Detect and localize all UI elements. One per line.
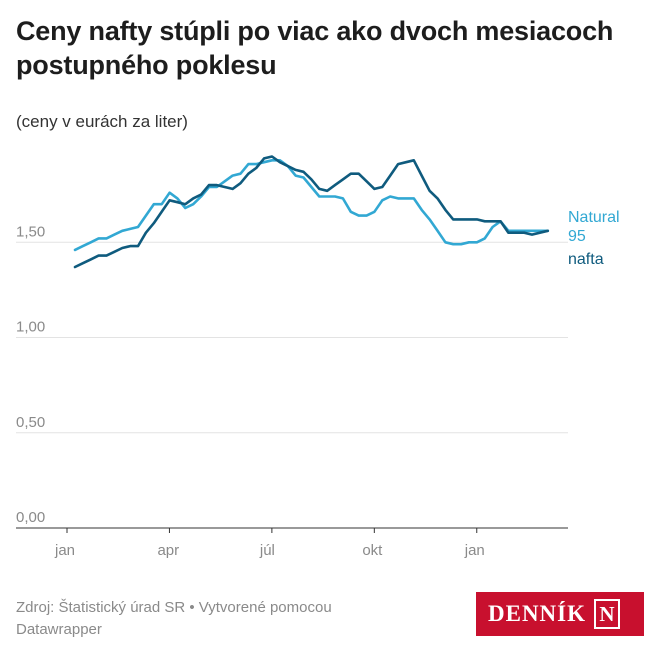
y-tick-label: 1,50 [16, 223, 45, 240]
series-line-natural-95 [73, 159, 550, 252]
series-line-nafta [73, 155, 550, 269]
x-axis: jan apr júl okt jan [54, 528, 485, 559]
source-footer: Zdroj: Štatistický úrad SR • Vytvorené p… [16, 599, 332, 638]
y-tick-label: 1,00 [16, 319, 45, 336]
dennik-n-logo[interactable]: DENNÍK N [476, 592, 644, 636]
y-axis: 0,00 0,50 1,00 1,50 [16, 223, 45, 526]
logo-text: DENNÍK [488, 601, 587, 626]
series-label: 95 [568, 228, 586, 245]
chart-subtitle: (ceny v eurách za liter) [16, 112, 188, 131]
series-label: nafta [568, 251, 604, 268]
logo-n-icon: N [594, 599, 621, 629]
x-tick-label: júl [259, 542, 275, 559]
x-tick-label: okt [362, 542, 383, 559]
y-tick-label: 0,00 [16, 509, 45, 526]
x-tick-label: jan [54, 542, 75, 559]
gridlines [16, 241, 568, 529]
chart-title: Ceny nafty stúpli po viac ako dvoch mesi… [16, 16, 614, 80]
series-labels: Natural 95 nafta [568, 209, 620, 268]
y-tick-label: 0,50 [16, 414, 45, 431]
line-chart: 0,00 0,50 1,00 1,50 jan apr júl okt jan Natural… [16, 155, 620, 559]
series-lines [73, 155, 550, 269]
x-tick-label: jan [464, 542, 485, 559]
x-tick-label: apr [157, 542, 179, 559]
series-label: Natural [568, 209, 620, 226]
